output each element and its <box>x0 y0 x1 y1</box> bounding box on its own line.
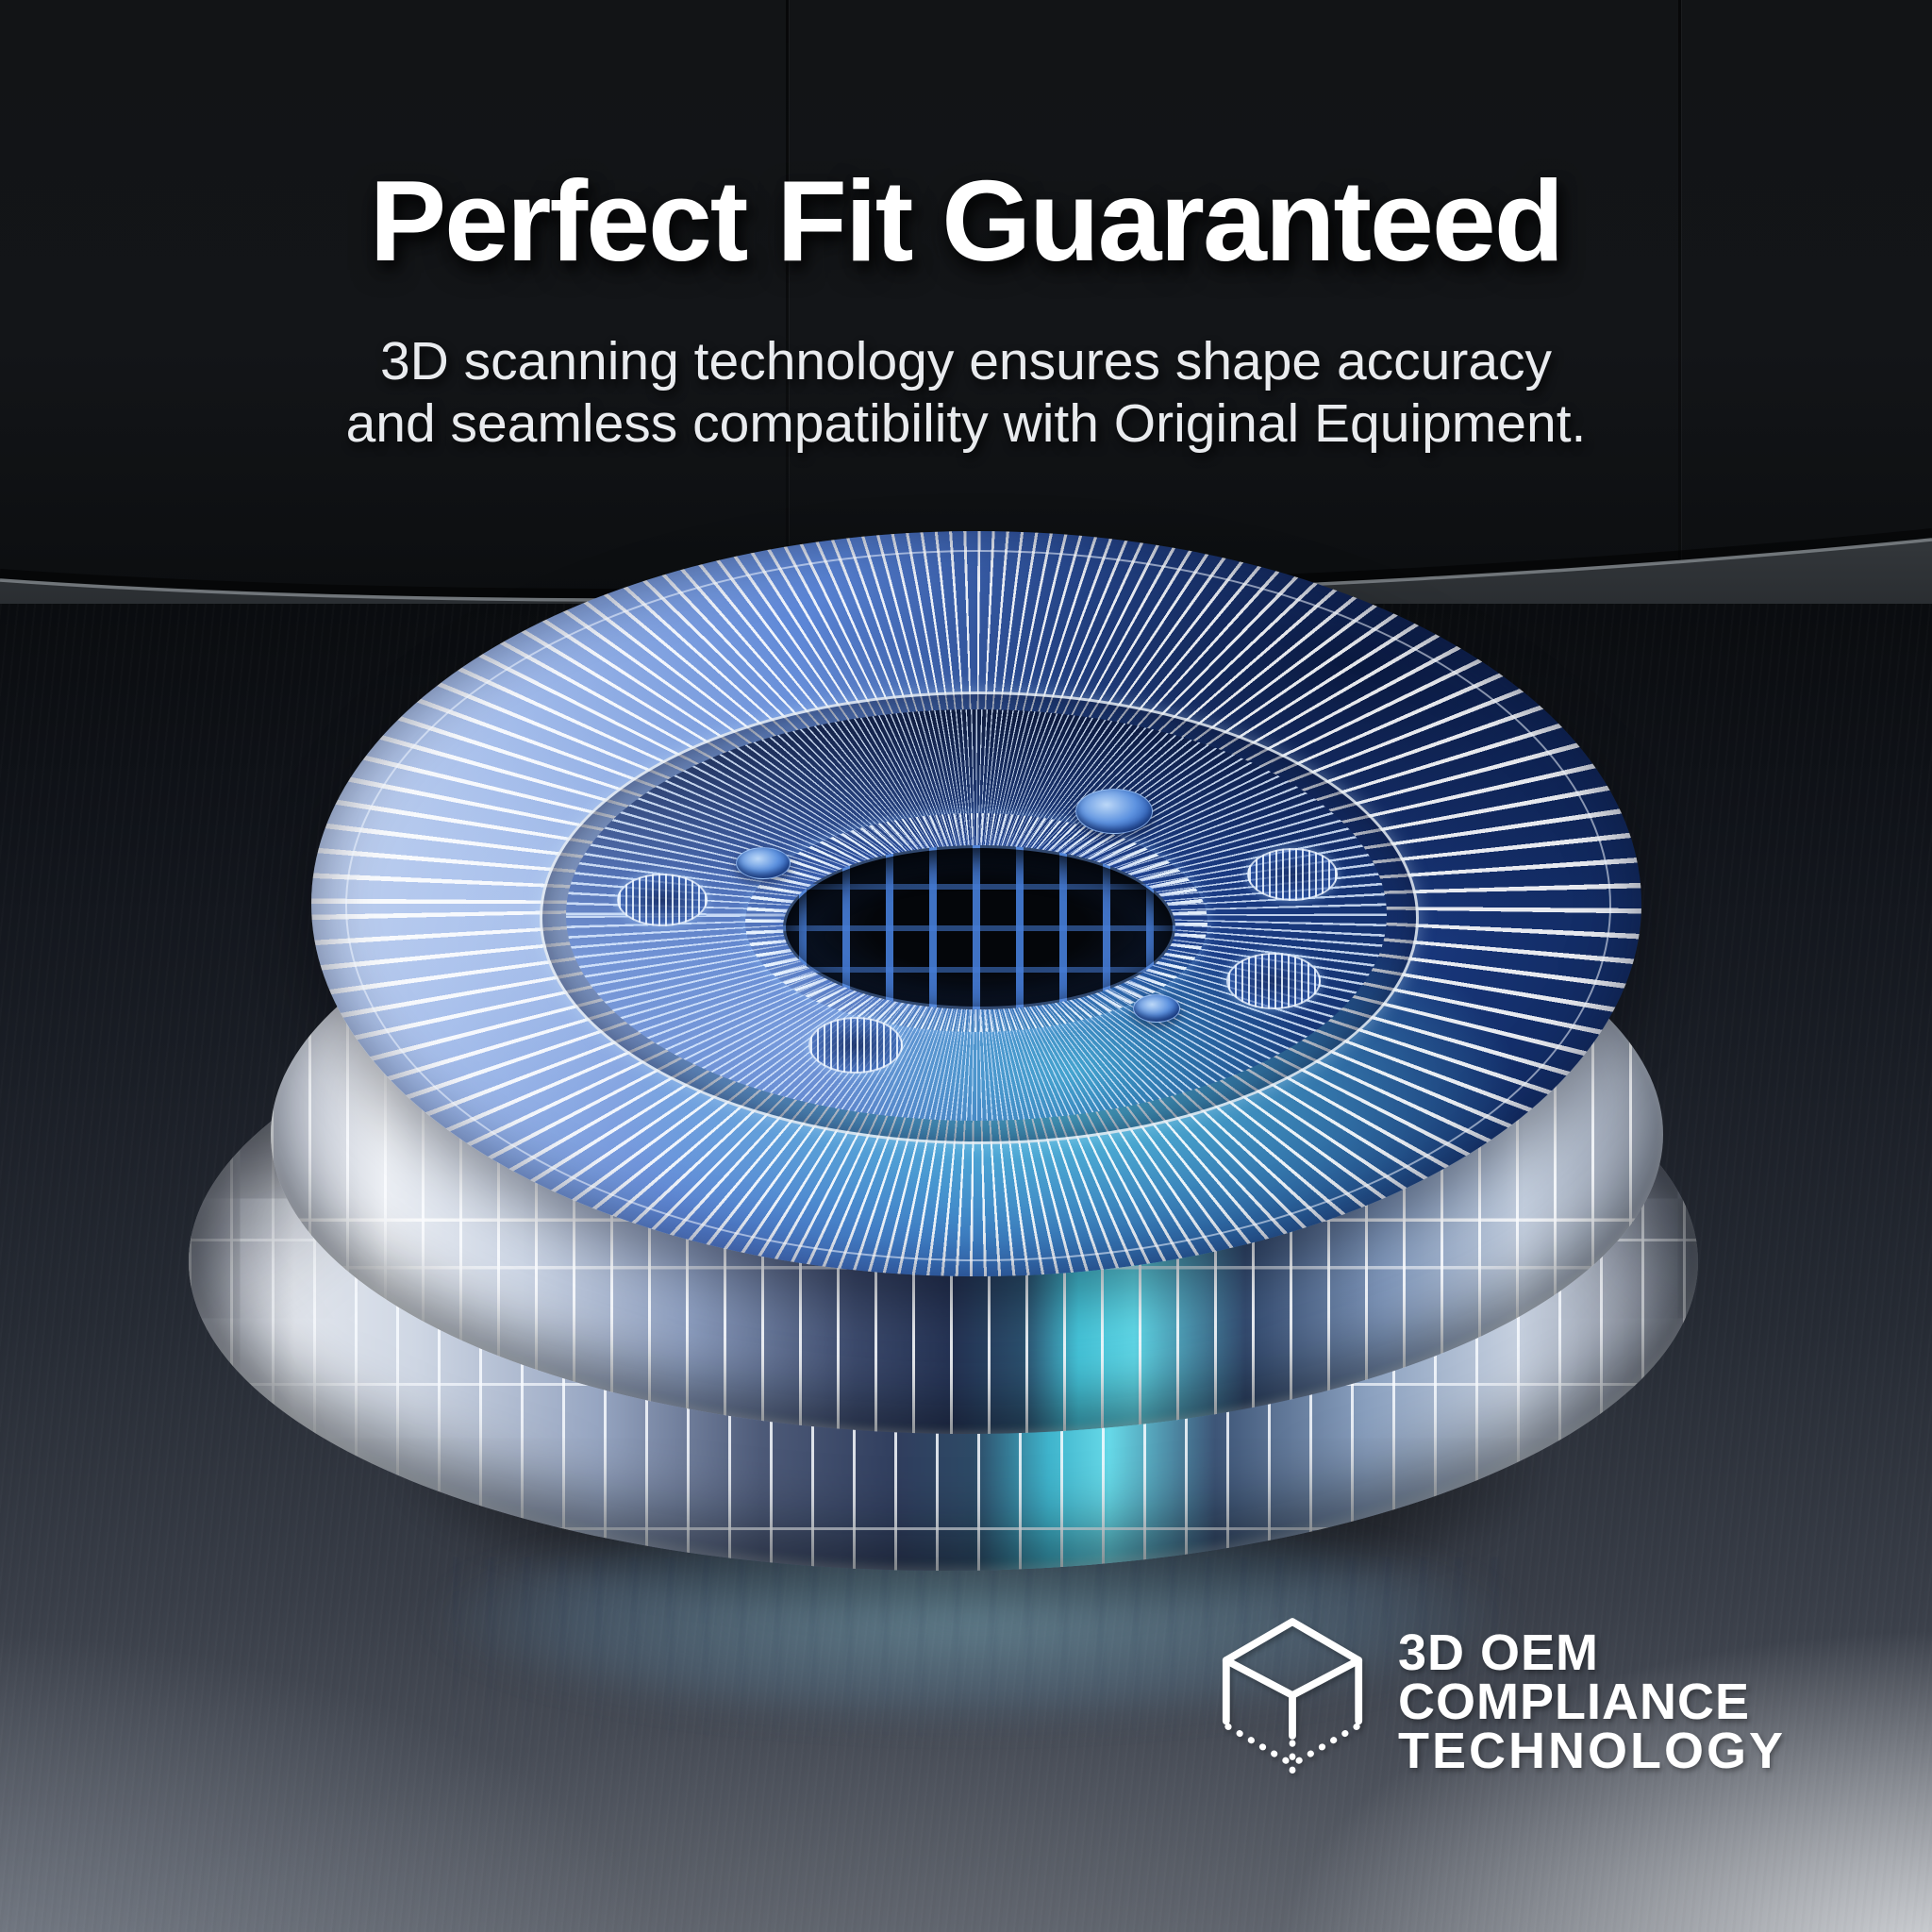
drum-center-bore <box>783 845 1175 1009</box>
lug-hole <box>808 1017 903 1074</box>
wireframe-cube-icon <box>1222 1618 1363 1780</box>
studio-back-wall <box>0 0 1932 632</box>
oem-compliance-badge: 3D OEM COMPLIANCE TECHNOLOGY <box>1219 1615 1786 1783</box>
badge-line-2: COMPLIANCE <box>1398 1674 1750 1730</box>
hero-text-block: Perfect Fit Guaranteed 3D scanning techn… <box>0 160 1932 455</box>
wall-panel-seam <box>1678 0 1681 604</box>
badge-line-1: 3D OEM <box>1398 1624 1600 1681</box>
lug-hole <box>617 874 708 926</box>
hub-bump <box>736 847 791 879</box>
hub-bump <box>1075 789 1153 834</box>
drum-outer-groove-ring <box>345 550 1611 1261</box>
subtitle-line-1: 3D scanning technology ensures shape acc… <box>379 331 1553 392</box>
badge-line-3: TECHNOLOGY <box>1398 1723 1787 1779</box>
wall-panel-seam <box>786 0 789 604</box>
hub-bump <box>1133 994 1180 1023</box>
badge-text: 3D OEM COMPLIANCE TECHNOLOGY <box>1398 1624 1787 1779</box>
lug-hole <box>1226 953 1321 1009</box>
page-subtitle: 3D scanning technology ensures shape acc… <box>0 330 1932 455</box>
lug-hole <box>1247 848 1338 901</box>
subtitle-line-2: and seamless compatibility with Original… <box>345 393 1587 455</box>
page-title: Perfect Fit Guaranteed <box>369 157 1564 285</box>
